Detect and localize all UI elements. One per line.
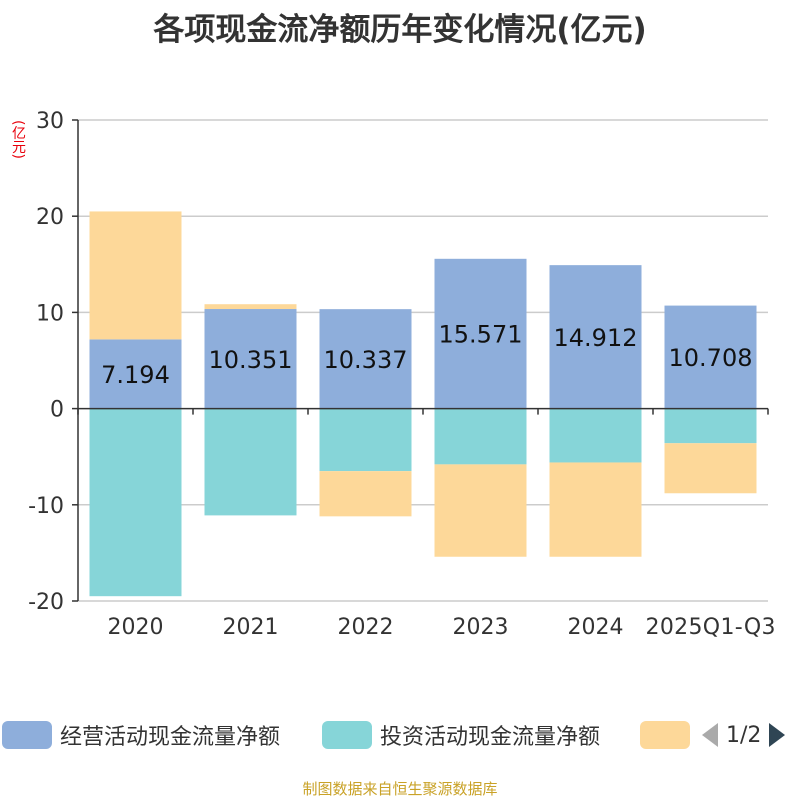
bar-financing-2020 [89, 211, 182, 340]
triangle-left-icon[interactable] [700, 721, 720, 749]
x-tick-label: 2025Q1-Q3 [646, 615, 776, 640]
chart-title: 各项现金流净额历年变化情况(亿元) [153, 12, 647, 48]
bar-operating-2020 [89, 339, 182, 409]
y-tick-label: -20 [28, 590, 64, 615]
bar-operating-2023 [434, 258, 527, 409]
y-axis-unit-label: (亿元) [10, 120, 26, 159]
bar-financing-2024 [549, 462, 642, 557]
legend-swatch-investing [322, 721, 372, 749]
x-tick-label: 2021 [223, 615, 279, 640]
x-tick-label: 2024 [568, 615, 624, 640]
bar-investing-2023 [434, 408, 527, 465]
data-label: 10.708 [669, 344, 753, 372]
bar-financing-2022 [319, 471, 412, 517]
y-tick-label: 10 [36, 301, 64, 326]
bar-investing-2025Q1-Q3 [664, 408, 757, 444]
bar-financing-2025Q1-Q3 [664, 443, 757, 494]
bar-operating-2021 [204, 309, 297, 409]
bar-investing-2024 [549, 408, 642, 463]
data-label: 10.337 [324, 346, 408, 374]
data-label: 10.351 [209, 346, 293, 374]
legend-label-investing: 投资活动现金流量净额 [380, 725, 601, 750]
x-tick-label: 2022 [338, 615, 394, 640]
chart-area: -20 -10 0 10 20 30 7.194 10.351 10.337 15.571 14.9… [28, 109, 776, 640]
source-footer: 制图数据来自恒生聚源数据库 [302, 780, 498, 798]
legend-page-indicator: 1/2 [726, 722, 762, 748]
bar-operating-2022 [319, 309, 412, 409]
bar-financing-2023 [434, 464, 527, 557]
data-label: 7.194 [101, 361, 170, 389]
legend-pager: 1/2 [700, 721, 787, 749]
legend-label-operating: 经营活动现金流量净额 [60, 725, 281, 750]
bar-operating-2024 [549, 265, 642, 409]
legend-item-financing[interactable] [640, 715, 698, 755]
data-label: 14.912 [554, 324, 638, 352]
x-tick-label: 2020 [108, 615, 164, 640]
triangle-right-icon[interactable] [767, 721, 787, 749]
legend-item-investing[interactable]: 投资活动现金流量净额 [322, 715, 600, 755]
bar-investing-2021 [204, 408, 297, 516]
legend-item-operating[interactable]: 经营活动现金流量净额 [2, 715, 280, 755]
bar-investing-2022 [319, 408, 412, 472]
legend-swatch-financing [640, 721, 690, 749]
bar-investing-2020 [89, 408, 182, 597]
y-tick-label: 30 [36, 109, 64, 134]
legend-swatch-operating [2, 721, 52, 749]
bar-financing-2021 [204, 304, 297, 310]
x-tick-label: 2023 [453, 615, 509, 640]
y-tick-label: -10 [28, 494, 64, 519]
y-tick-label: 20 [36, 205, 64, 230]
y-tick-label: 0 [50, 398, 64, 423]
legend: 经营活动现金流量净额 投资活动现金流量净额 1/2 [0, 715, 800, 755]
data-label: 15.571 [439, 321, 523, 349]
bar-operating-2025Q1-Q3 [664, 305, 757, 409]
